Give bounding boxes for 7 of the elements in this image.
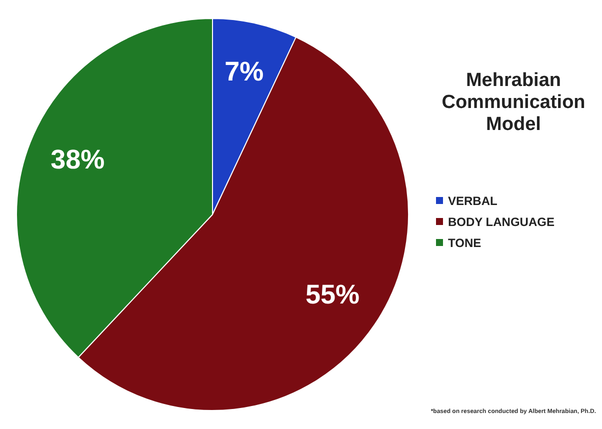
data-label: 38% [50,144,105,175]
legend-label: VERBAL [448,194,498,208]
legend-label: TONE [448,236,482,250]
text: Mehrabian Communication Model [440,70,586,136]
data-label: 55% [305,279,360,310]
data-label: 7% [224,56,264,86]
legend-label: BODY LANGUAGE [448,214,554,228]
